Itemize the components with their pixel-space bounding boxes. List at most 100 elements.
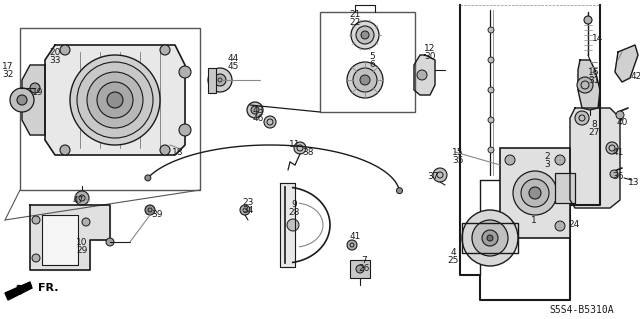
Circle shape	[247, 102, 263, 118]
Polygon shape	[45, 45, 185, 155]
Circle shape	[17, 95, 27, 105]
Circle shape	[488, 27, 494, 33]
Text: 14: 14	[592, 34, 604, 43]
Text: 16: 16	[588, 68, 600, 77]
Circle shape	[60, 45, 70, 55]
Circle shape	[555, 155, 565, 165]
Text: 25: 25	[447, 256, 459, 265]
Circle shape	[264, 116, 276, 128]
Text: 35: 35	[452, 156, 464, 165]
Text: 46: 46	[252, 114, 264, 123]
Circle shape	[160, 145, 170, 155]
Text: 10: 10	[76, 238, 88, 247]
Circle shape	[145, 205, 155, 215]
Text: 4: 4	[450, 248, 456, 257]
Circle shape	[160, 45, 170, 55]
Text: 15: 15	[452, 148, 464, 157]
Text: 41: 41	[612, 148, 624, 157]
Text: 38: 38	[302, 148, 314, 157]
Text: 1: 1	[531, 216, 537, 225]
Circle shape	[360, 75, 370, 85]
Circle shape	[208, 68, 232, 92]
Text: 41: 41	[349, 232, 361, 241]
Circle shape	[505, 155, 515, 165]
Circle shape	[294, 142, 306, 154]
Text: 30: 30	[424, 52, 436, 61]
Circle shape	[30, 83, 40, 93]
Text: 43: 43	[252, 106, 264, 115]
Circle shape	[616, 111, 624, 119]
Circle shape	[347, 240, 357, 250]
Circle shape	[251, 106, 259, 114]
Text: 20: 20	[49, 48, 61, 57]
Text: 8: 8	[591, 120, 597, 129]
Text: 17: 17	[3, 62, 13, 71]
Text: 47: 47	[72, 196, 84, 205]
Circle shape	[482, 230, 498, 246]
Text: 24: 24	[568, 220, 580, 229]
Circle shape	[356, 265, 364, 273]
Text: 21: 21	[349, 10, 361, 19]
Circle shape	[287, 219, 299, 231]
Text: 7: 7	[361, 256, 367, 265]
Circle shape	[179, 66, 191, 78]
Text: 11: 11	[289, 140, 301, 149]
Circle shape	[462, 210, 518, 266]
Bar	[350, 260, 370, 278]
Text: 39: 39	[151, 210, 163, 219]
Bar	[20, 28, 200, 190]
Polygon shape	[5, 282, 32, 300]
Circle shape	[32, 254, 40, 262]
Circle shape	[106, 238, 114, 246]
Text: 13: 13	[628, 178, 640, 187]
Circle shape	[505, 221, 515, 231]
Circle shape	[472, 220, 508, 256]
Polygon shape	[22, 65, 45, 135]
Circle shape	[70, 55, 160, 145]
Bar	[555, 173, 575, 203]
Circle shape	[32, 216, 40, 224]
Circle shape	[513, 171, 557, 215]
Circle shape	[555, 221, 565, 231]
Circle shape	[82, 218, 90, 226]
Text: 40: 40	[616, 118, 628, 127]
Bar	[208, 68, 216, 93]
Text: 27: 27	[588, 128, 600, 137]
Circle shape	[488, 87, 494, 93]
Circle shape	[606, 142, 618, 154]
Text: 37: 37	[428, 172, 439, 181]
Circle shape	[417, 70, 427, 80]
Circle shape	[356, 26, 374, 44]
Circle shape	[75, 191, 89, 205]
Polygon shape	[615, 45, 638, 82]
Text: 31: 31	[588, 76, 600, 85]
Circle shape	[214, 74, 226, 86]
Text: 18: 18	[172, 148, 184, 157]
Circle shape	[353, 68, 377, 92]
Polygon shape	[280, 183, 295, 267]
Circle shape	[179, 124, 191, 136]
Text: 33: 33	[49, 56, 61, 65]
Text: 6: 6	[369, 60, 375, 69]
Polygon shape	[42, 215, 78, 265]
Polygon shape	[570, 108, 620, 208]
Bar	[320, 12, 415, 112]
Text: 23: 23	[243, 198, 253, 207]
Circle shape	[575, 111, 589, 125]
Text: 32: 32	[3, 70, 13, 79]
Text: 12: 12	[424, 44, 436, 53]
Polygon shape	[414, 55, 435, 95]
Text: FR.: FR.	[38, 283, 58, 293]
Text: 26: 26	[358, 264, 370, 273]
Text: 5: 5	[369, 52, 375, 61]
Circle shape	[487, 235, 493, 241]
Text: 29: 29	[76, 246, 88, 255]
Circle shape	[145, 175, 151, 181]
Circle shape	[60, 145, 70, 155]
Bar	[500, 148, 570, 238]
Text: 19: 19	[32, 88, 44, 97]
Circle shape	[347, 62, 383, 98]
Circle shape	[488, 117, 494, 123]
Circle shape	[361, 31, 369, 39]
Circle shape	[351, 21, 379, 49]
